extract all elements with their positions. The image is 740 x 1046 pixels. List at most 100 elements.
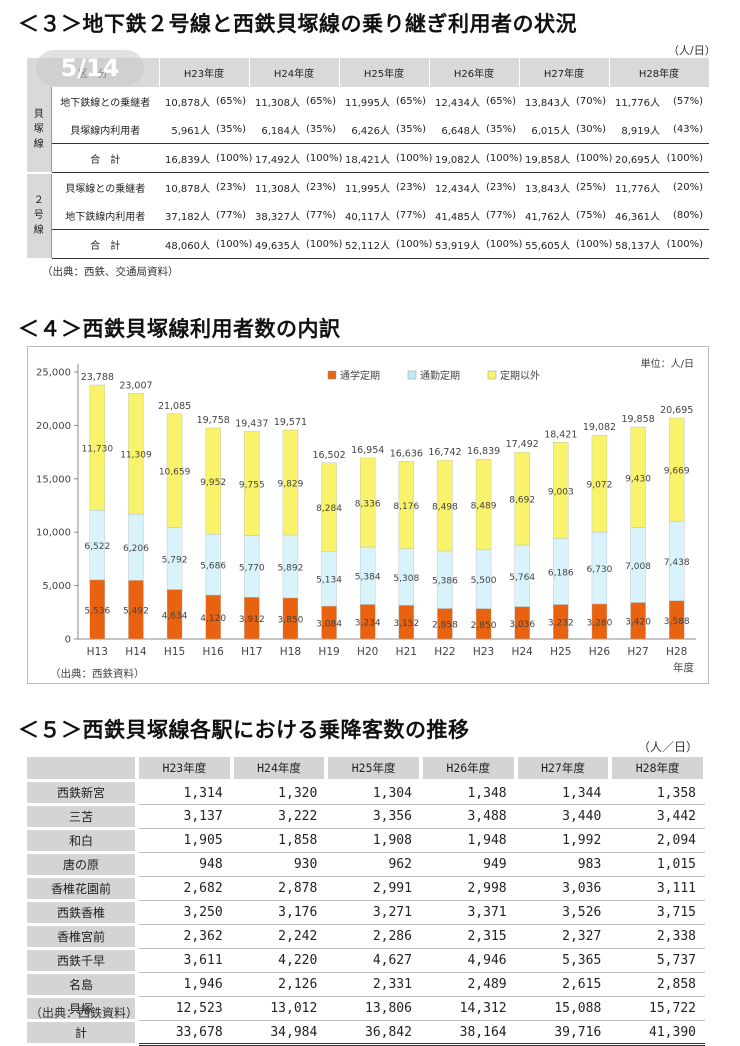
count-cell: 58,137人 <box>609 229 664 259</box>
ridership-cell: 5,365 <box>515 948 611 973</box>
ridership-cell: 3,111 <box>610 876 705 901</box>
ridership-cell: 1,858 <box>231 828 327 853</box>
y-tick-label: 20,000 <box>36 421 71 432</box>
chart-unit-label: 単位：人/日 <box>641 357 694 370</box>
row-label: 貝塚線内利用者 <box>50 115 159 144</box>
group-label-char: 線 <box>33 225 44 236</box>
data-label: 2,858 <box>432 621 458 631</box>
station-name: 西鉄千早 <box>27 948 139 974</box>
data-label: 3,420 <box>625 618 651 628</box>
total-label: 16,839 <box>467 446 500 457</box>
x-tick-label: H22 <box>434 646 455 658</box>
data-label: 7,008 <box>625 562 651 572</box>
count-cell: 6,184人 <box>261 125 300 137</box>
total-label: 23,007 <box>119 380 152 391</box>
ridership-cell: 3,137 <box>137 804 232 829</box>
total-label: 23,788 <box>81 372 114 383</box>
percent-cell: (100%) <box>574 229 612 259</box>
data-label: 3,036 <box>509 620 535 630</box>
ridership-cell: 3,488 <box>420 804 516 829</box>
group-label-char: ２ <box>33 195 44 206</box>
group-label-char: 塚 <box>33 123 44 135</box>
data-label: 3,588 <box>664 617 690 627</box>
station-row: 西鉄千早 3,611 4,220 4,627 4,946 5,365 5,737 <box>27 948 705 974</box>
count-cell: 37,182人 <box>165 211 210 223</box>
ridership-cell: 3,526 <box>515 900 611 925</box>
data-label: 6,522 <box>84 542 110 552</box>
station-row: 香椎宮前 2,362 2,242 2,286 2,315 2,327 2,338 <box>27 924 705 950</box>
section4-title: ＜４＞西鉄貝塚線利用者数の内訳 <box>18 317 341 341</box>
ridership-cell: 1,304 <box>326 780 421 805</box>
ridership-cell: 2,858 <box>610 972 705 997</box>
data-label: 3,234 <box>355 619 381 629</box>
percent-cell: (23%) <box>486 181 517 193</box>
data-label: 8,489 <box>471 501 497 511</box>
x-tick-label: H25 <box>550 646 571 658</box>
count-cell: 41,762人 <box>525 211 570 223</box>
data-label: 4,634 <box>162 611 188 621</box>
ridership-cell: 930 <box>231 852 327 877</box>
section5-unit: （人／日） <box>638 740 699 754</box>
station-row: 貝塚 12,523 13,012 13,806 14,312 15,088 15,722 <box>27 996 705 1022</box>
count-cell: 10,878人 <box>165 183 210 195</box>
x-tick-label: H21 <box>396 646 417 658</box>
percent-cell: (23%) <box>396 181 427 193</box>
data-label: 5,308 <box>393 574 419 584</box>
year-header: H28年度 <box>610 757 707 782</box>
group-label: ２ 号線 <box>27 172 51 260</box>
percent-cell: (77%) <box>486 209 517 221</box>
ridership-cell: 3,440 <box>515 804 611 829</box>
ridership-cell: 4,627 <box>326 948 421 973</box>
percent-cell: (77%) <box>216 209 247 221</box>
bar-segment <box>128 393 144 515</box>
percent-cell: (100%) <box>484 229 522 259</box>
year-header: H24年度 <box>249 58 340 87</box>
group-label-char: 貝 <box>33 108 44 120</box>
data-label: 9,755 <box>239 481 265 491</box>
count-cell: 18,421人 <box>339 143 394 173</box>
station-row: 三苫 3,137 3,222 3,356 3,488 3,440 3,442 <box>27 804 705 830</box>
data-label: 9,829 <box>278 479 304 489</box>
ridership-cell: 1,344 <box>515 780 611 805</box>
count-cell: 11,776人 <box>615 183 660 195</box>
total-label: 16,742 <box>428 447 461 458</box>
ridership-cell: 2,682 <box>137 876 232 901</box>
data-label: 3,084 <box>316 620 342 630</box>
count-cell: 6,015人 <box>531 125 570 137</box>
count-cell: 41,485人 <box>435 211 480 223</box>
count-cell: 12,434人 <box>435 183 480 195</box>
data-label: 5,384 <box>355 573 381 583</box>
row-label: 地下鉄線との乗継者 <box>50 87 159 115</box>
data-label: 7,438 <box>664 558 690 568</box>
ridership-cell: 39,716 <box>515 1020 611 1046</box>
count-cell: 11,308人 <box>255 183 300 195</box>
data-label: 5,792 <box>162 556 188 566</box>
ridership-cell: 3,611 <box>137 948 232 973</box>
row-label: 合 計 <box>50 229 159 259</box>
ridership-cell: 15,088 <box>515 996 611 1021</box>
page-indicator-watermark: 5/14 <box>36 50 144 86</box>
data-label: 5,892 <box>278 563 304 573</box>
count-cell: 11,995人 <box>345 183 390 195</box>
ridership-cell: 3,176 <box>231 900 327 925</box>
ridership-cell: 2,998 <box>420 876 516 901</box>
percent-cell: (77%) <box>306 209 337 221</box>
ridership-cell: 15,722 <box>610 996 705 1021</box>
percent-cell: (100%) <box>214 229 252 259</box>
station-name: 貝塚 <box>27 996 139 1022</box>
percent-cell: (100%) <box>304 229 342 259</box>
percent-cell: (70%) <box>576 95 607 107</box>
ridership-cell: 1,314 <box>137 780 232 805</box>
section5-source: （出典：西鉄資料） <box>30 1006 139 1020</box>
ridership-cell: 41,390 <box>610 1020 705 1046</box>
percent-cell: (75%) <box>576 209 607 221</box>
ridership-cell: 14,312 <box>420 996 516 1021</box>
ridership-cell: 4,220 <box>231 948 327 973</box>
y-tick-label: 5,000 <box>42 581 71 592</box>
data-label: 8,176 <box>393 502 419 512</box>
ridership-cell: 1,358 <box>610 780 705 805</box>
percent-cell: (100%) <box>574 143 612 173</box>
count-cell: 13,843人 <box>525 97 570 109</box>
x-tick-label: H18 <box>280 646 301 658</box>
count-cell: 11,308人 <box>255 97 300 109</box>
